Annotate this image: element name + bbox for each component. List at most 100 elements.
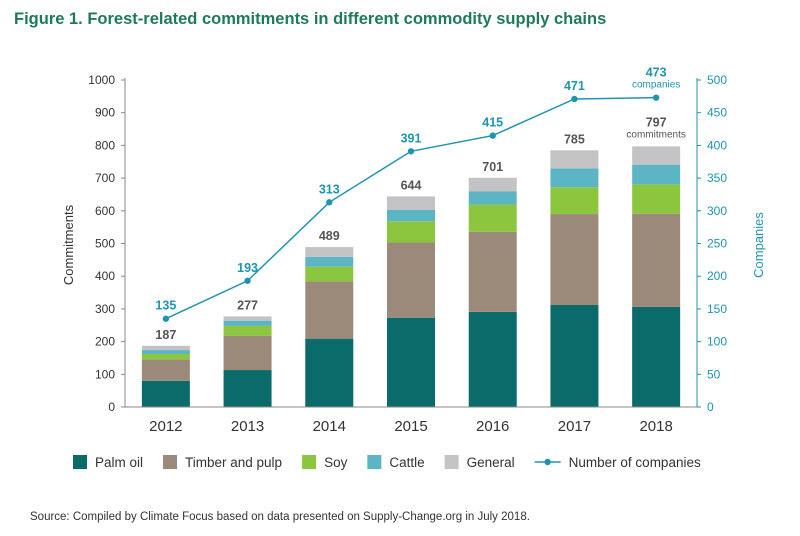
- y2-tick-label: 200: [707, 269, 727, 283]
- legend-label: Cattle: [389, 455, 424, 470]
- bar-segment-soy: [141, 354, 190, 360]
- y-tick-label: 200: [95, 335, 115, 349]
- bar-segment-cattle: [223, 320, 272, 326]
- bar-segment-general: [141, 345, 190, 351]
- total-label: 644: [401, 178, 422, 192]
- bar-segment-cattle: [141, 350, 190, 355]
- y-tick-label: 1000: [88, 73, 115, 87]
- y2-tick-label: 400: [707, 138, 727, 152]
- companies-value-label: 193: [237, 261, 258, 275]
- y2-tick-label: 100: [707, 335, 727, 349]
- bar-segment-general: [305, 247, 354, 257]
- bar-segment-general: [550, 150, 599, 169]
- x-tick-label: 2016: [476, 418, 509, 435]
- bar-segment-palm-oil: [468, 311, 517, 407]
- bar-segment-palm-oil: [223, 370, 272, 407]
- y-tick-label: 900: [95, 106, 115, 120]
- bar-segment-palm-oil: [141, 380, 190, 407]
- y-tick-label: 500: [95, 237, 115, 251]
- legend-label: Number of companies: [569, 455, 701, 470]
- y2-tick-label: 300: [707, 204, 727, 218]
- bar-segment-soy: [632, 184, 681, 214]
- bar-segment-cattle: [550, 168, 599, 188]
- legend-swatch: [163, 455, 178, 469]
- bar-segment-timber-and-pulp: [223, 335, 272, 371]
- bar-segment-cattle: [632, 164, 681, 185]
- bar-segment-timber-and-pulp: [387, 242, 435, 318]
- companies-point: [162, 315, 170, 322]
- companies-annotation: companies: [632, 80, 680, 91]
- legend-swatch: [444, 455, 459, 469]
- bar-segment-general: [632, 146, 681, 165]
- legend-label: General: [467, 455, 515, 470]
- legend-swatch: [367, 455, 382, 469]
- bar-segment-soy: [387, 221, 435, 243]
- y-axis-label: Commitments: [61, 204, 76, 285]
- y2-tick-label: 500: [707, 73, 727, 87]
- source-note: Source: Compiled by Climate Focus based …: [30, 511, 530, 523]
- bar-segment-cattle: [387, 209, 435, 222]
- y2-tick-label: 450: [707, 106, 727, 120]
- legend-label: Soy: [324, 455, 348, 470]
- y2-axis-label: Companies: [751, 212, 766, 278]
- y-tick-label: 100: [95, 367, 115, 381]
- bar-segment-cattle: [305, 256, 354, 267]
- companies-point: [407, 148, 415, 155]
- companies-value-label: 415: [482, 116, 503, 130]
- companies-point: [489, 132, 496, 139]
- y-tick-label: 400: [95, 269, 115, 283]
- bar-segment-general: [223, 316, 272, 321]
- bar-segment-palm-oil: [632, 306, 681, 407]
- legend-swatch: [73, 455, 87, 469]
- companies-value-label: 391: [401, 131, 422, 145]
- bar-segment-soy: [468, 204, 517, 232]
- bar-segment-palm-oil: [550, 304, 599, 407]
- y-tick-label: 800: [95, 138, 115, 152]
- x-tick-label: 2017: [558, 418, 591, 435]
- bar-segment-timber-and-pulp: [141, 359, 190, 381]
- bar-segment-cattle: [468, 191, 517, 205]
- x-tick-label: 2012: [149, 418, 182, 435]
- y2-tick-label: 250: [707, 237, 727, 251]
- total-annotation: commitments: [626, 129, 685, 140]
- bar-segment-palm-oil: [305, 338, 354, 407]
- companies-value-label: 313: [319, 182, 340, 196]
- y2-tick-label: 150: [707, 302, 727, 316]
- y2-tick-label: 350: [707, 171, 727, 185]
- legend-swatch: [302, 455, 317, 469]
- figure-title: Figure 1. Forest-related commitments in …: [14, 10, 607, 28]
- bar-segment-timber-and-pulp: [550, 214, 599, 305]
- bar-segment-general: [468, 177, 517, 192]
- total-label: 489: [319, 229, 340, 243]
- bar-segment-timber-and-pulp: [632, 213, 681, 307]
- bar-segment-timber-and-pulp: [468, 231, 517, 312]
- companies-point: [571, 95, 578, 103]
- bar-segment-timber-and-pulp: [305, 281, 354, 339]
- x-tick-label: 2013: [231, 418, 264, 435]
- legend-label: Palm oil: [95, 455, 143, 470]
- companies-point: [244, 277, 251, 284]
- legend-label: Timber and pulp: [185, 455, 282, 470]
- y-tick-label: 600: [95, 204, 115, 218]
- companies-value-label: 471: [564, 79, 585, 93]
- total-label: 785: [564, 132, 585, 146]
- y-tick-label: 300: [95, 302, 115, 316]
- y-tick-label: 700: [95, 171, 115, 185]
- total-label: 187: [155, 328, 176, 342]
- companies-point: [652, 94, 660, 101]
- y2-tick-label: 50: [707, 367, 721, 381]
- bar-segment-general: [387, 196, 435, 210]
- legend-line-marker: [544, 458, 551, 466]
- bar-segment-soy: [223, 325, 272, 336]
- y-tick-label: 0: [108, 400, 115, 414]
- companies-value-label: 473: [646, 66, 667, 80]
- companies-point: [326, 199, 333, 206]
- y2-tick-label: 0: [707, 400, 714, 414]
- companies-value-label: 135: [155, 299, 176, 313]
- x-tick-label: 2014: [313, 418, 346, 435]
- bar-segment-soy: [550, 187, 599, 215]
- total-label: 701: [482, 160, 503, 174]
- bar-segment-palm-oil: [387, 317, 435, 407]
- x-tick-label: 2018: [639, 418, 672, 435]
